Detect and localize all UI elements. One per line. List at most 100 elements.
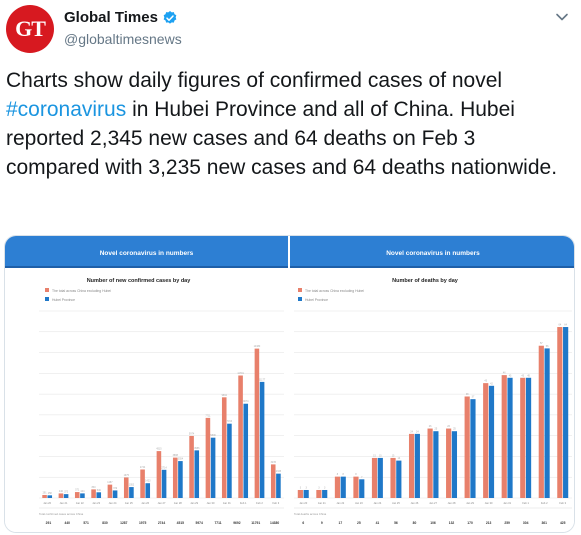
bar-value-label: 64 [564, 324, 567, 327]
x-tick-label: Jan 21 [60, 501, 68, 505]
bar-value-label: 46 [503, 372, 506, 375]
x-tick-label: Jan 23 [355, 501, 363, 505]
x-tick-label: Jan 30 [207, 501, 215, 505]
tweet-header: GT Global Times @globaltimesnews [0, 0, 581, 56]
bar-value-label: 5974 [189, 432, 195, 435]
bar-value-label: 5806 [210, 434, 216, 437]
image-deaths[interactable]: Novel coronavirus in numbers Number of de… [290, 236, 574, 532]
cumulative-value: 17 [338, 521, 342, 525]
cumulative-value: 14380 [270, 521, 279, 525]
bar-value-label: 26 [447, 425, 450, 428]
cumulative-value: 425 [560, 521, 566, 525]
chart-bar [96, 492, 102, 498]
bar-value-label: 1423 [145, 480, 151, 483]
verified-badge-icon [163, 10, 177, 24]
x-tick-label: Jan 27 [158, 501, 166, 505]
cumulative-value: 9692 [233, 521, 241, 525]
chart-bar [427, 428, 433, 498]
cumulative-value: 571 [83, 521, 89, 525]
chart-bar [316, 489, 322, 498]
cumulative-value: 5974 [196, 521, 204, 525]
bar-value-label: 24 [416, 430, 419, 433]
bar-value-label: 571 [75, 489, 80, 492]
chart-bar [140, 469, 145, 498]
chart-bar [377, 457, 383, 498]
bar-value-label: 14 [397, 457, 400, 460]
bar-value-label: 8 [343, 473, 345, 476]
chart-bar [520, 377, 526, 498]
bar-value-label: 57 [540, 342, 543, 345]
bar-value-label: 56 [546, 345, 549, 348]
tweet-text: Charts show daily figures of confirmed c… [6, 66, 572, 182]
chart-bar [112, 490, 118, 498]
chart-bar [446, 428, 452, 498]
chart-bar [563, 327, 569, 498]
cumulative-value: 9 [321, 521, 323, 525]
x-tick-label: Jan 24 [109, 501, 117, 505]
x-tick-label: Jan 26 [411, 501, 419, 505]
avatar[interactable]: GT [6, 5, 54, 53]
bar-value-label: 45 [527, 374, 530, 377]
cumulative-value: 361 [541, 521, 547, 525]
x-tick-label: Feb 3 [559, 501, 566, 505]
x-tick-label: Jan 31 [503, 501, 511, 505]
cumulative-value: 259 [504, 521, 510, 525]
bar-value-label: 15 [379, 454, 382, 457]
chart-bar [276, 473, 281, 498]
chart-banner [290, 236, 574, 266]
x-tick-label: Jan 28 [448, 501, 456, 505]
confirmed-cases-chart: Novel coronavirus in numbers Number of ne… [5, 236, 288, 525]
image-confirmed-cases[interactable]: Novel coronavirus in numbers Number of ne… [5, 236, 288, 532]
chart-title: Number of new confirmed cases by day [87, 278, 192, 284]
bar-value-label: 444 [80, 490, 85, 493]
bar-value-label: 45 [521, 374, 524, 377]
bar-value-label: 830 [92, 486, 97, 489]
chart-bar [538, 345, 544, 498]
x-tick-label: Feb 1 [240, 501, 247, 505]
chart-bar [63, 494, 69, 498]
chart-bar [483, 383, 489, 498]
chart-bar [359, 479, 365, 498]
bar-value-label: 7 [361, 476, 363, 479]
chart-bar [340, 476, 346, 498]
chart-title: Number of deaths by day [392, 278, 459, 284]
bar-value-label: 11791 [237, 372, 244, 375]
cumulative-value: 291 [46, 521, 52, 525]
chart-banner-title: Novel coronavirus in numbers [100, 250, 194, 257]
chart-bar [470, 399, 476, 498]
bar-value-label: 7153 [227, 420, 233, 423]
bar-value-label: 15 [373, 454, 376, 457]
bar-value-label: 3 [318, 486, 320, 489]
chart-bar [507, 377, 513, 498]
hashtag-link[interactable]: #coronavirus [6, 98, 127, 121]
chart-bar [80, 493, 85, 498]
chart-bar [205, 417, 211, 498]
bar-value-label: 8 [337, 473, 339, 476]
cumulative-value: 304 [523, 521, 529, 525]
chart-bar [189, 435, 194, 498]
bar-value-label: 372 [64, 491, 69, 494]
chevron-down-icon[interactable] [555, 10, 569, 24]
x-tick-label: Jan 22 [336, 501, 344, 505]
bar-value-label: 64 [559, 324, 562, 327]
chart-bar [107, 484, 113, 498]
cumulative-value: 4515 [177, 521, 185, 525]
chart-bar [414, 433, 420, 498]
chart-bar [210, 437, 216, 498]
legend-swatch [45, 297, 49, 301]
x-tick-label: Jan 29 [466, 501, 474, 505]
chart-bar [254, 348, 260, 498]
handle[interactable]: @globaltimesnews [64, 31, 182, 47]
chart-bar [525, 377, 532, 498]
chart-bar [243, 403, 249, 498]
x-tick-label: Jan 20 [299, 501, 307, 505]
legend-swatch [298, 297, 302, 301]
x-tick-label: Jan 24 [374, 501, 382, 505]
bar-value-label: 42 [490, 382, 493, 385]
display-name[interactable]: Global Times [64, 9, 158, 26]
x-tick-label: Jan 30 [485, 501, 493, 505]
chart-bar [74, 492, 80, 498]
chart-bar [371, 457, 378, 498]
cumulative-value: 80 [413, 521, 417, 525]
bar-value-label: 4515 [156, 448, 162, 451]
